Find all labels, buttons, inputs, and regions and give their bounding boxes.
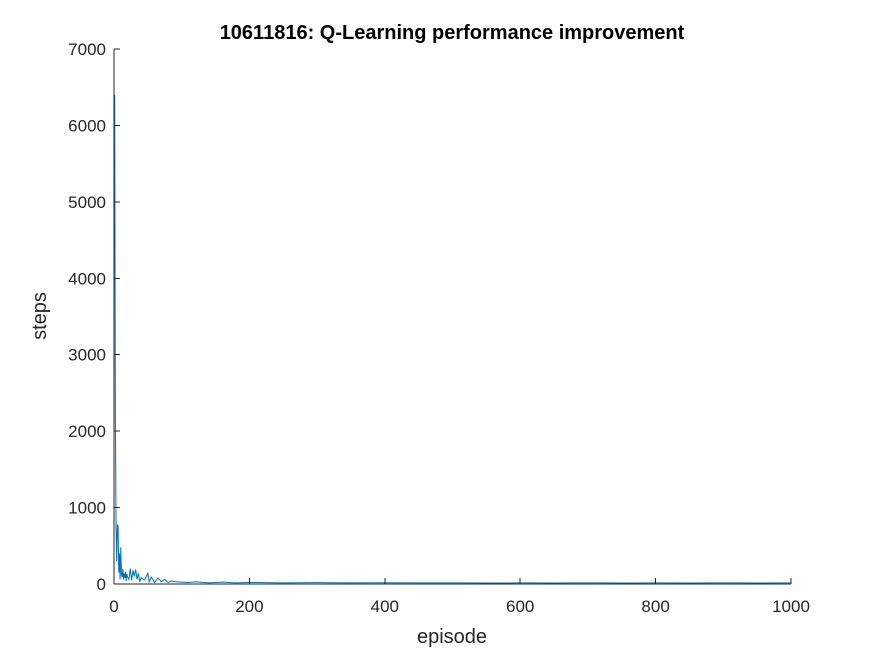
x-tick-label: 200	[235, 597, 263, 616]
x-tick-label: 1000	[772, 597, 810, 616]
x-tick-label: 400	[371, 597, 399, 616]
y-axis-label: steps	[29, 292, 51, 340]
y-tick-label: 2000	[68, 422, 106, 441]
y-tick-label: 6000	[68, 116, 106, 135]
y-tick-label: 3000	[68, 346, 106, 365]
y-axis-ticks: 0 1000 2000 3000 4000 5000 6000 7000	[68, 40, 120, 594]
chart-title: 10611816: Q-Learning performance improve…	[220, 22, 685, 44]
x-tick-label: 600	[506, 597, 534, 616]
x-tick-label: 0	[109, 597, 118, 616]
series-line-steps	[114, 94, 792, 584]
x-tick-label: 800	[641, 597, 669, 616]
y-tick-label: 4000	[68, 269, 106, 288]
x-axis-label: episode	[417, 626, 487, 648]
y-tick-label: 5000	[68, 193, 106, 212]
x-axis-ticks: 0 200 400 600 800 1000	[109, 578, 810, 616]
y-tick-label: 7000	[68, 40, 106, 59]
y-tick-label: 1000	[68, 499, 106, 518]
y-tick-label: 0	[97, 575, 106, 594]
